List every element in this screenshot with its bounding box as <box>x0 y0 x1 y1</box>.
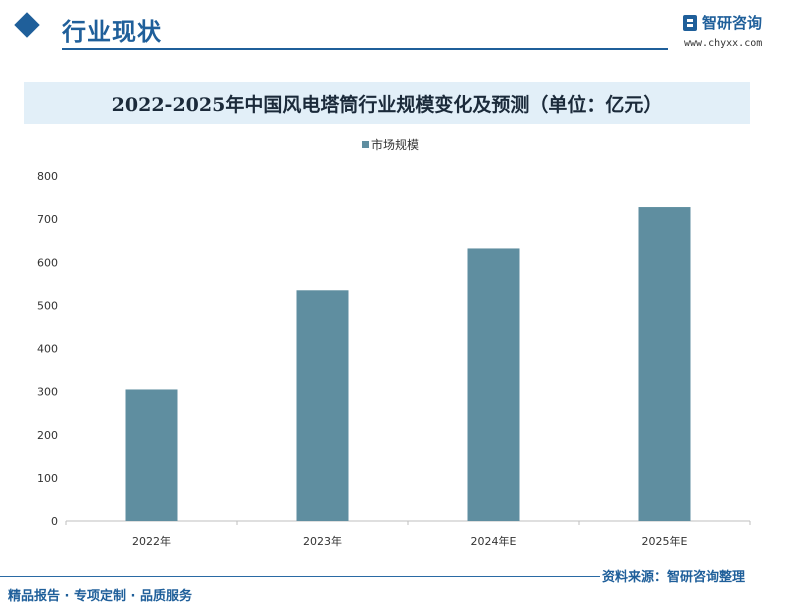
y-tick-label: 700 <box>37 213 58 226</box>
chart-title: 2022-2025年中国风电塔筒行业规模变化及预测（单位：亿元） <box>111 93 663 116</box>
x-tick-label: 2025年E <box>642 534 688 548</box>
x-tick-label: 2023年 <box>303 534 342 548</box>
y-tick-label: 0 <box>51 515 58 528</box>
legend-swatch <box>362 141 369 148</box>
bar <box>296 290 349 521</box>
y-tick-label: 600 <box>37 256 58 269</box>
bar <box>638 207 691 522</box>
footer-tagline: 精品报告 · 专项定制 · 品质服务 <box>8 589 192 604</box>
y-tick-label: 400 <box>37 343 58 356</box>
y-tick-label: 800 <box>37 170 58 183</box>
x-tick-label: 2024年E <box>471 534 517 548</box>
legend-label: 市场规模 <box>371 138 420 152</box>
header-divider <box>62 48 668 50</box>
y-tick-label: 100 <box>37 472 58 485</box>
y-tick-label: 300 <box>37 386 58 399</box>
page-header: 行业现状 智研咨询 www.chyxx.com <box>0 0 798 56</box>
y-tick-label: 500 <box>37 299 58 312</box>
brand-logo: 智研咨询 www.chyxx.com <box>682 12 792 56</box>
logo-name: 智研咨询 <box>702 14 763 32</box>
logo-icon <box>683 15 697 31</box>
logo-url: www.chyxx.com <box>684 38 763 49</box>
chart-legend: 市场规模 <box>362 136 419 153</box>
bar <box>125 389 178 521</box>
footer-divider <box>0 576 600 577</box>
bar <box>467 248 520 521</box>
x-tick-label: 2022年 <box>132 534 171 548</box>
y-tick-label: 200 <box>37 429 58 442</box>
section-title: 行业现状 <box>62 18 162 46</box>
diamond-icon <box>14 12 40 38</box>
bar-chart: 0 100 200 300 400 500 600 700 800 2022年 2023年 2024年… <box>37 170 751 548</box>
footer-source: 资料来源：智研咨询整理 <box>602 570 746 585</box>
chart-title-bar: 2022-2025年中国风电塔筒行业规模变化及预测（单位：亿元） <box>24 82 750 124</box>
